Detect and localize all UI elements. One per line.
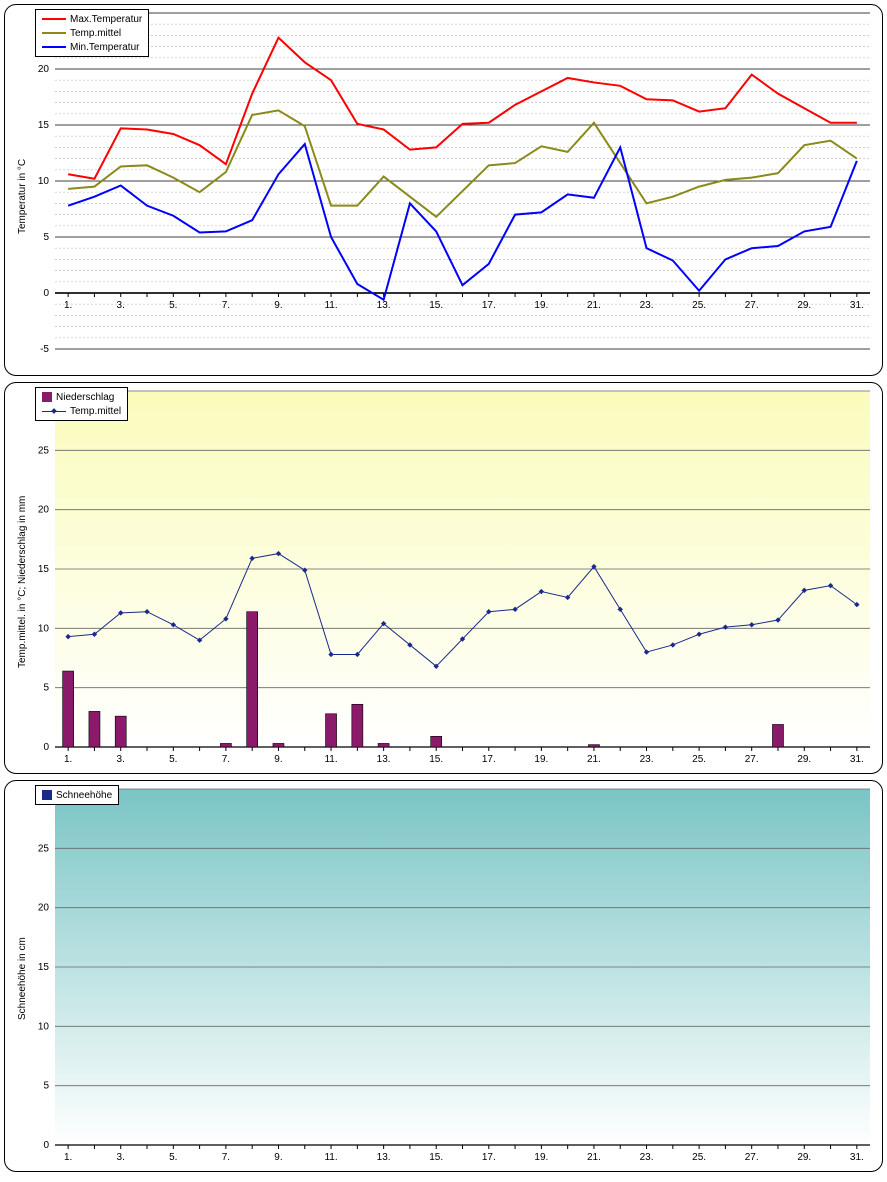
legend-label: Temp.mittel xyxy=(70,28,121,39)
svg-text:9.: 9. xyxy=(274,300,282,311)
svg-text:21.: 21. xyxy=(587,300,601,311)
svg-text:29.: 29. xyxy=(797,300,811,311)
svg-text:21.: 21. xyxy=(587,1152,601,1163)
svg-text:9.: 9. xyxy=(274,754,282,765)
svg-text:29.: 29. xyxy=(797,754,811,765)
svg-text:31.: 31. xyxy=(850,754,864,765)
temperature-chart: -505101520251.3.5.7.9.11.13.15.17.19.21.… xyxy=(5,5,880,375)
svg-text:11.: 11. xyxy=(324,1152,337,1163)
svg-text:10: 10 xyxy=(38,1021,50,1032)
svg-text:5.: 5. xyxy=(169,300,177,311)
svg-text:25.: 25. xyxy=(692,300,706,311)
svg-text:7.: 7. xyxy=(222,1152,230,1163)
svg-text:3.: 3. xyxy=(117,754,125,765)
svg-text:9.: 9. xyxy=(274,1152,282,1163)
legend-label: Min.Temperatur xyxy=(70,42,139,53)
legend-label: Max.Temperatur xyxy=(70,14,142,25)
svg-text:15: 15 xyxy=(38,120,50,131)
precipitation-chart-panel: Niederschlag Temp.mittel Temp.mittel. in… xyxy=(4,382,883,774)
svg-text:1.: 1. xyxy=(64,754,72,765)
svg-text:-5: -5 xyxy=(40,344,49,355)
svg-text:19.: 19. xyxy=(534,300,548,311)
svg-text:11.: 11. xyxy=(324,754,337,765)
chart1-legend: Max.Temperatur Temp.mittel Min.Temperatu… xyxy=(35,9,149,57)
svg-text:27.: 27. xyxy=(745,754,759,765)
precipitation-chart: 0510152025301.3.5.7.9.11.13.15.17.19.21.… xyxy=(5,383,880,773)
svg-text:3.: 3. xyxy=(117,300,125,311)
svg-text:13.: 13. xyxy=(377,300,391,311)
svg-text:10: 10 xyxy=(38,623,50,634)
snow-chart: 0510152025301.3.5.7.9.11.13.15.17.19.21.… xyxy=(5,781,880,1171)
svg-text:25: 25 xyxy=(38,843,50,854)
svg-text:11.: 11. xyxy=(324,300,337,311)
svg-text:23.: 23. xyxy=(640,300,654,311)
svg-text:27.: 27. xyxy=(745,1152,759,1163)
svg-text:5: 5 xyxy=(43,232,49,243)
svg-text:0: 0 xyxy=(43,1140,49,1151)
svg-text:25: 25 xyxy=(38,445,50,456)
svg-text:23.: 23. xyxy=(640,1152,654,1163)
svg-text:20: 20 xyxy=(38,505,50,516)
chart3-legend: Schneehöhe xyxy=(35,785,119,805)
svg-text:5: 5 xyxy=(43,1081,49,1092)
svg-text:15: 15 xyxy=(38,962,50,973)
legend-label: Niederschlag xyxy=(56,392,114,403)
temperature-chart-panel: Max.Temperatur Temp.mittel Min.Temperatu… xyxy=(4,4,883,376)
svg-text:25.: 25. xyxy=(692,1152,706,1163)
svg-text:5.: 5. xyxy=(169,1152,177,1163)
svg-text:5: 5 xyxy=(43,683,49,694)
svg-text:17.: 17. xyxy=(482,1152,496,1163)
svg-text:7.: 7. xyxy=(222,300,230,311)
legend-label: Temp.mittel xyxy=(70,406,121,417)
svg-text:17.: 17. xyxy=(482,300,496,311)
svg-text:5.: 5. xyxy=(169,754,177,765)
svg-text:21.: 21. xyxy=(587,754,601,765)
svg-text:15.: 15. xyxy=(429,754,443,765)
svg-text:10: 10 xyxy=(38,176,50,187)
snow-chart-panel: Schneehöhe Schneehöhe in cm 051015202530… xyxy=(4,780,883,1172)
chart1-y-axis-label: Temperatur in °C xyxy=(17,159,28,234)
legend-label: Schneehöhe xyxy=(56,790,112,801)
svg-text:15.: 15. xyxy=(429,1152,443,1163)
svg-text:13.: 13. xyxy=(377,754,391,765)
chart2-legend: Niederschlag Temp.mittel xyxy=(35,387,128,421)
svg-text:19.: 19. xyxy=(534,1152,548,1163)
svg-text:13.: 13. xyxy=(377,1152,391,1163)
svg-text:15: 15 xyxy=(38,564,50,575)
svg-text:20: 20 xyxy=(38,903,50,914)
svg-text:0: 0 xyxy=(43,288,49,299)
svg-text:0: 0 xyxy=(43,742,49,753)
svg-text:31.: 31. xyxy=(850,1152,864,1163)
svg-text:17.: 17. xyxy=(482,754,496,765)
svg-text:15.: 15. xyxy=(429,300,443,311)
svg-text:27.: 27. xyxy=(745,300,759,311)
svg-text:23.: 23. xyxy=(640,754,654,765)
svg-text:1.: 1. xyxy=(64,1152,72,1163)
chart2-y-axis-label: Temp.mittel. in °C; Niederschlag in mm xyxy=(17,496,28,668)
svg-text:3.: 3. xyxy=(117,1152,125,1163)
svg-text:20: 20 xyxy=(38,64,50,75)
chart3-y-axis-label: Schneehöhe in cm xyxy=(17,937,28,1020)
svg-text:31.: 31. xyxy=(850,300,864,311)
svg-text:25.: 25. xyxy=(692,754,706,765)
svg-text:29.: 29. xyxy=(797,1152,811,1163)
svg-text:1.: 1. xyxy=(64,300,72,311)
svg-text:7.: 7. xyxy=(222,754,230,765)
svg-text:19.: 19. xyxy=(534,754,548,765)
